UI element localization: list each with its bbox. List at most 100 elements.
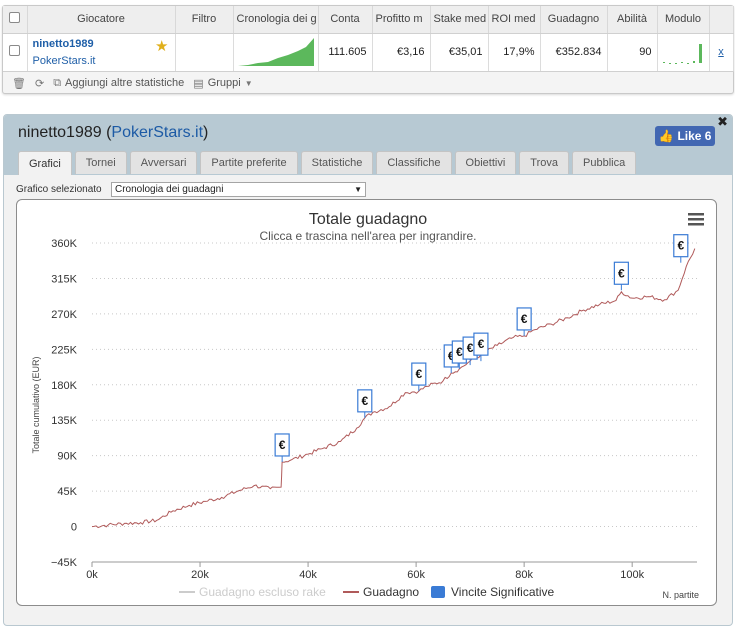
significant-win-marker: € [473,332,489,362]
tab-partite-preferite[interactable]: Partite preferite [200,151,298,174]
menu-line [688,213,704,216]
panel-title: ninetto1989 (PokerStars.it) [18,124,208,142]
row-checkbox[interactable] [9,45,21,56]
chart-select[interactable]: Cronologia dei guadagni ▼ [111,182,366,197]
tab-pubblica[interactable]: Pubblica [572,151,637,174]
legend-label-vincite: Vincite Significative [451,585,554,599]
y-tick-label: 180K [51,380,77,392]
marker-euro-icon: € [456,345,463,359]
close-icon[interactable]: ✖ [717,114,728,129]
legend-item-guadagno[interactable]: Guadagno [343,585,419,599]
tab-trova[interactable]: Trova [519,151,570,174]
add-stats-button[interactable]: Aggiungi altre statistiche [65,77,185,89]
y-tick-label: 270K [51,309,77,321]
table-toolbar: 🗑 ⟳ ⧉ Aggiungi altre statistiche ▤ Grupp… [3,72,733,94]
significant-win-marker: € [357,389,373,418]
marker-flag [613,261,629,285]
marker-euro-icon: € [279,438,286,452]
guadagno-cell: €352.834 [540,33,608,72]
marker-flag [516,307,532,331]
caret-down-icon[interactable]: ▼ [244,78,253,88]
groups-button[interactable]: Gruppi [207,77,241,89]
tab-avversari[interactable]: Avversari [129,151,198,174]
facebook-like-button[interactable]: 👍 Like 6 [655,126,715,146]
y-tick-label: 225K [51,344,77,356]
row-checkbox-cell[interactable] [3,33,28,72]
modulo-cell [657,33,710,72]
remove-player-link[interactable]: x [718,46,724,58]
select-all-checkbox-cell[interactable] [3,6,28,34]
favorite-star-icon[interactable]: ★ [155,37,169,55]
player-name-link[interactable]: ninetto1989 [32,37,94,50]
y-tick-label: −45K [51,557,78,569]
col-header-guadagno[interactable]: Guadagno [540,6,608,34]
marker-euro-icon: € [521,312,528,326]
marker-euro-icon: € [478,337,485,351]
players-table-panel: Giocatore Filtro Cronologia dei g Conta … [2,5,734,94]
x-tick-label: 60k [407,569,425,581]
chart-select-label: Grafico selezionato [16,184,102,195]
col-header-abilita[interactable]: Abilità [607,6,658,34]
y-tick-label: 315K [51,273,77,285]
groups-icon[interactable]: ▤ [193,77,204,90]
y-tick-label: 360K [51,238,77,250]
tab-bar: Grafici Tornei Avversari Partite preferi… [18,151,639,175]
tab-classifiche[interactable]: Classifiche [376,151,452,174]
profitto-cell: €3,16 [372,33,431,72]
chevron-down-icon: ▼ [354,185,362,194]
marker-euro-icon: € [467,341,474,355]
col-header-profitto[interactable]: Profitto m [372,6,431,34]
player-site-link[interactable]: PokerStars.it [32,54,96,67]
chart-legend: Guadagno escluso rake Guadagno Vincite S… [179,585,554,599]
col-header-roi[interactable]: ROI med [488,6,541,34]
legend-label-guadagno: Guadagno [363,585,419,599]
chart-menu-icon[interactable] [688,213,704,226]
panel-player-name: ninetto1989 [18,124,102,141]
roi-cell: 17,9% [488,33,541,72]
y-tick-label: 90K [57,451,77,463]
x-tick-label: 100k [620,569,644,581]
panel-site-link[interactable]: PokerStars.it [111,124,204,141]
filter-cell[interactable] [175,33,234,72]
history-sparkline [237,37,314,66]
marker-euro-icon: € [448,349,455,363]
form-bar [680,61,683,63]
select-all-checkbox[interactable] [9,12,21,24]
panel-paren-close: ) [203,124,209,141]
refresh-icon[interactable]: ⟳ [34,77,45,90]
col-header-empty [709,6,734,34]
tab-grafici[interactable]: Grafici [18,151,72,175]
y-tick-label: 45K [57,486,77,498]
menu-line [688,223,704,226]
legend-item-guadagno-escluso-rake[interactable]: Guadagno escluso rake [179,585,326,599]
significant-win-marker: € [411,362,427,392]
marker-euro-icon: € [677,239,684,253]
tab-statistiche[interactable]: Statistiche [300,151,374,174]
x-axis-ticks: 0k 20k 40k 60k 80k 100k [86,561,697,581]
col-header-cronologia[interactable]: Cronologia dei g [233,6,319,34]
trash-icon[interactable]: 🗑 [12,77,26,90]
col-header-filtro[interactable]: Filtro [175,6,234,34]
add-stats-icon[interactable]: ⧉ [53,76,62,89]
chart-container[interactable]: Totale guadagno Clicca e trascina nell'a… [16,199,717,606]
marker-euro-icon: € [415,367,422,381]
col-header-stake[interactable]: Stake med [430,6,489,34]
col-header-conta[interactable]: Conta [318,6,373,34]
legend-item-vincite-significative[interactable]: Vincite Significative [431,585,554,599]
significant-win-marker: € [516,307,532,336]
col-header-giocatore[interactable]: Giocatore [27,6,176,34]
col-header-modulo[interactable]: Modulo [657,6,710,34]
form-bar [674,62,677,64]
tab-tornei[interactable]: Tornei [74,151,127,174]
legend-label-escluso-rake: Guadagno escluso rake [199,585,326,599]
form-bar [698,43,702,63]
earnings-chart[interactable]: Totale guadagno Clicca e trascina nell'a… [17,200,716,605]
marker-flag [411,362,427,386]
form-bar [686,62,689,64]
chart-title: Totale guadagno [309,211,427,228]
x-tick-label: 40k [299,569,317,581]
player-cell: ninetto1989 PokerStars.it ★ [27,33,176,72]
tab-obiettivi[interactable]: Obiettivi [454,151,517,174]
x-tick-label: 20k [191,569,209,581]
form-bar [668,62,671,64]
